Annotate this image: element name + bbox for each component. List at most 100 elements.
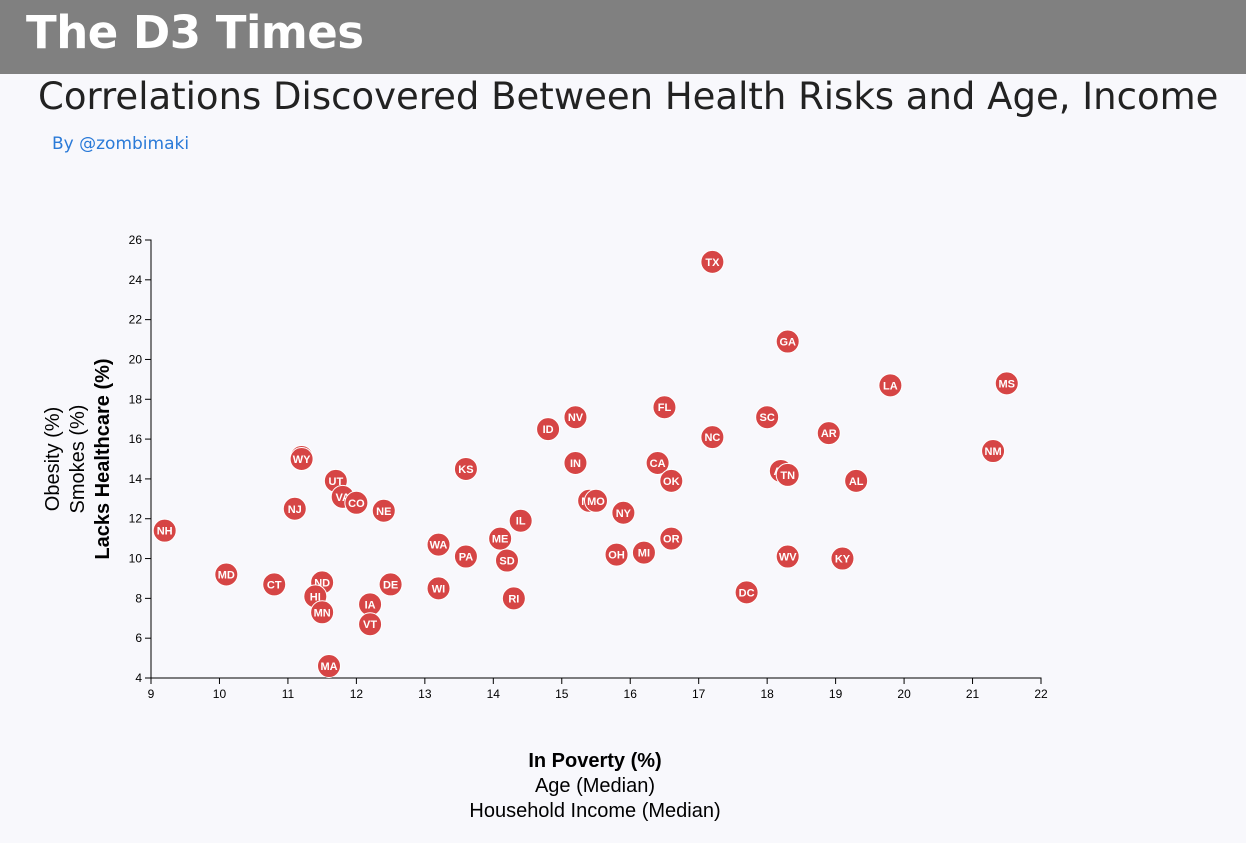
state-marker-wa[interactable]: WA (426, 532, 451, 557)
state-marker-sd[interactable]: SD (495, 548, 519, 573)
state-label: IL (516, 516, 526, 528)
state-marker-vt[interactable]: VT (358, 612, 383, 637)
state-circle[interactable] (282, 496, 307, 521)
y-tick-label: 8 (135, 591, 142, 605)
state-marker-il[interactable]: IL (508, 508, 533, 533)
state-marker-ks[interactable]: KS (453, 456, 478, 481)
state-circle[interactable] (584, 488, 608, 513)
state-circle[interactable] (289, 447, 314, 471)
author-link[interactable]: By @zombimaki (52, 134, 190, 154)
state-marker-pa[interactable]: PA (453, 544, 478, 569)
state-marker-mo[interactable]: MO (584, 488, 608, 513)
state-circle[interactable] (378, 572, 403, 597)
state-marker-wy[interactable]: WY (289, 447, 314, 471)
state-circle[interactable] (563, 450, 588, 475)
state-circle[interactable] (775, 544, 800, 569)
state-circle[interactable] (981, 439, 1006, 464)
state-circle[interactable] (453, 544, 478, 569)
y-axis-option[interactable]: Smokes (%) (67, 405, 89, 514)
x-axis-option[interactable]: In Poverty (%) (528, 750, 661, 772)
state-marker-tn[interactable]: TN (775, 462, 800, 487)
state-marker-ga[interactable]: GA (775, 329, 800, 354)
state-circle[interactable] (536, 417, 561, 442)
state-circle[interactable] (152, 518, 177, 543)
state-marker-ne[interactable]: NE (371, 498, 396, 523)
state-circle[interactable] (844, 468, 869, 493)
state-circle[interactable] (775, 329, 800, 354)
state-marker-wv[interactable]: WV (775, 544, 800, 569)
state-circle[interactable] (604, 542, 629, 567)
state-marker-tx[interactable]: TX (700, 249, 725, 274)
state-marker-nm[interactable]: NM (981, 439, 1006, 464)
state-circle[interactable] (563, 405, 588, 430)
state-marker-wi[interactable]: WI (426, 576, 451, 601)
state-circle[interactable] (755, 405, 780, 430)
state-marker-dc[interactable]: DC (734, 580, 759, 605)
state-circle[interactable] (659, 468, 684, 493)
state-marker-fl[interactable]: FL (652, 395, 677, 420)
state-circle[interactable] (645, 450, 670, 475)
state-circle[interactable] (631, 540, 656, 565)
state-circle[interactable] (214, 562, 239, 587)
state-circle[interactable] (659, 526, 684, 551)
state-marker-co[interactable]: CO (344, 490, 369, 515)
x-axis-option[interactable]: Age (Median) (535, 775, 655, 797)
state-marker-ky[interactable]: KY (830, 546, 855, 571)
state-marker-ny[interactable]: NY (611, 500, 636, 525)
state-circle[interactable] (262, 572, 287, 597)
state-marker-id[interactable]: ID (536, 417, 561, 442)
state-marker-ar[interactable]: AR (816, 421, 841, 446)
state-marker-al[interactable]: AL (844, 468, 869, 493)
state-circle[interactable] (310, 600, 335, 625)
state-marker-oh[interactable]: OH (604, 542, 629, 567)
state-marker-ct[interactable]: CT (262, 572, 287, 597)
state-circle[interactable] (488, 526, 513, 551)
state-circle[interactable] (734, 580, 759, 605)
y-tick: 6 (135, 631, 151, 645)
state-circle[interactable] (358, 612, 383, 637)
state-circle[interactable] (700, 249, 725, 274)
state-marker-la[interactable]: LA (878, 373, 903, 398)
state-marker-nj[interactable]: NJ (282, 496, 307, 521)
state-circle[interactable] (501, 586, 526, 611)
brand-title[interactable]: The D3 Times (26, 6, 364, 59)
state-marker-de[interactable]: DE (378, 572, 403, 597)
state-circle[interactable] (994, 371, 1019, 396)
state-circle[interactable] (426, 532, 451, 557)
state-marker-me[interactable]: ME (488, 526, 513, 551)
state-circle[interactable] (495, 548, 519, 573)
state-circle[interactable] (652, 395, 677, 420)
state-marker-mi[interactable]: MI (631, 540, 656, 565)
state-circle[interactable] (611, 500, 636, 525)
state-marker-in[interactable]: IN (563, 450, 588, 475)
state-marker-ok[interactable]: OK (659, 468, 684, 493)
state-circle[interactable] (878, 373, 903, 398)
state-circle[interactable] (508, 508, 533, 533)
state-circle[interactable] (700, 425, 725, 450)
state-circle[interactable] (371, 498, 396, 523)
state-marker-nc[interactable]: NC (700, 425, 725, 450)
state-marker-mn[interactable]: MN (310, 600, 335, 625)
y-axis-option[interactable]: Lacks Healthcare (%) (92, 358, 114, 559)
state-marker-ut[interactable]: UT (323, 468, 348, 493)
y-axis-option[interactable]: Obesity (%) (42, 407, 64, 511)
state-circle[interactable] (816, 421, 841, 446)
state-circle[interactable] (775, 462, 800, 487)
state-marker-nv[interactable]: NV (563, 405, 588, 430)
x-axis-option[interactable]: Household Income (Median) (469, 800, 720, 822)
state-marker-ri[interactable]: RI (501, 586, 526, 611)
state-circle[interactable] (344, 490, 369, 515)
state-circle[interactable] (426, 576, 451, 601)
state-marker-ma[interactable]: MA (317, 654, 341, 679)
state-circle[interactable] (453, 456, 478, 481)
state-marker-nh[interactable]: NH (152, 518, 177, 543)
state-marker-ms[interactable]: MS (994, 371, 1019, 396)
state-label: DC (739, 587, 755, 599)
state-marker-sc[interactable]: SC (755, 405, 780, 430)
state-circle[interactable] (830, 546, 855, 571)
state-marker-md[interactable]: MD (214, 562, 239, 587)
state-marker-or[interactable]: OR (659, 526, 684, 551)
state-circle[interactable] (317, 654, 341, 679)
y-tick-label: 14 (129, 472, 143, 486)
state-marker-ca[interactable]: CA (645, 450, 670, 475)
